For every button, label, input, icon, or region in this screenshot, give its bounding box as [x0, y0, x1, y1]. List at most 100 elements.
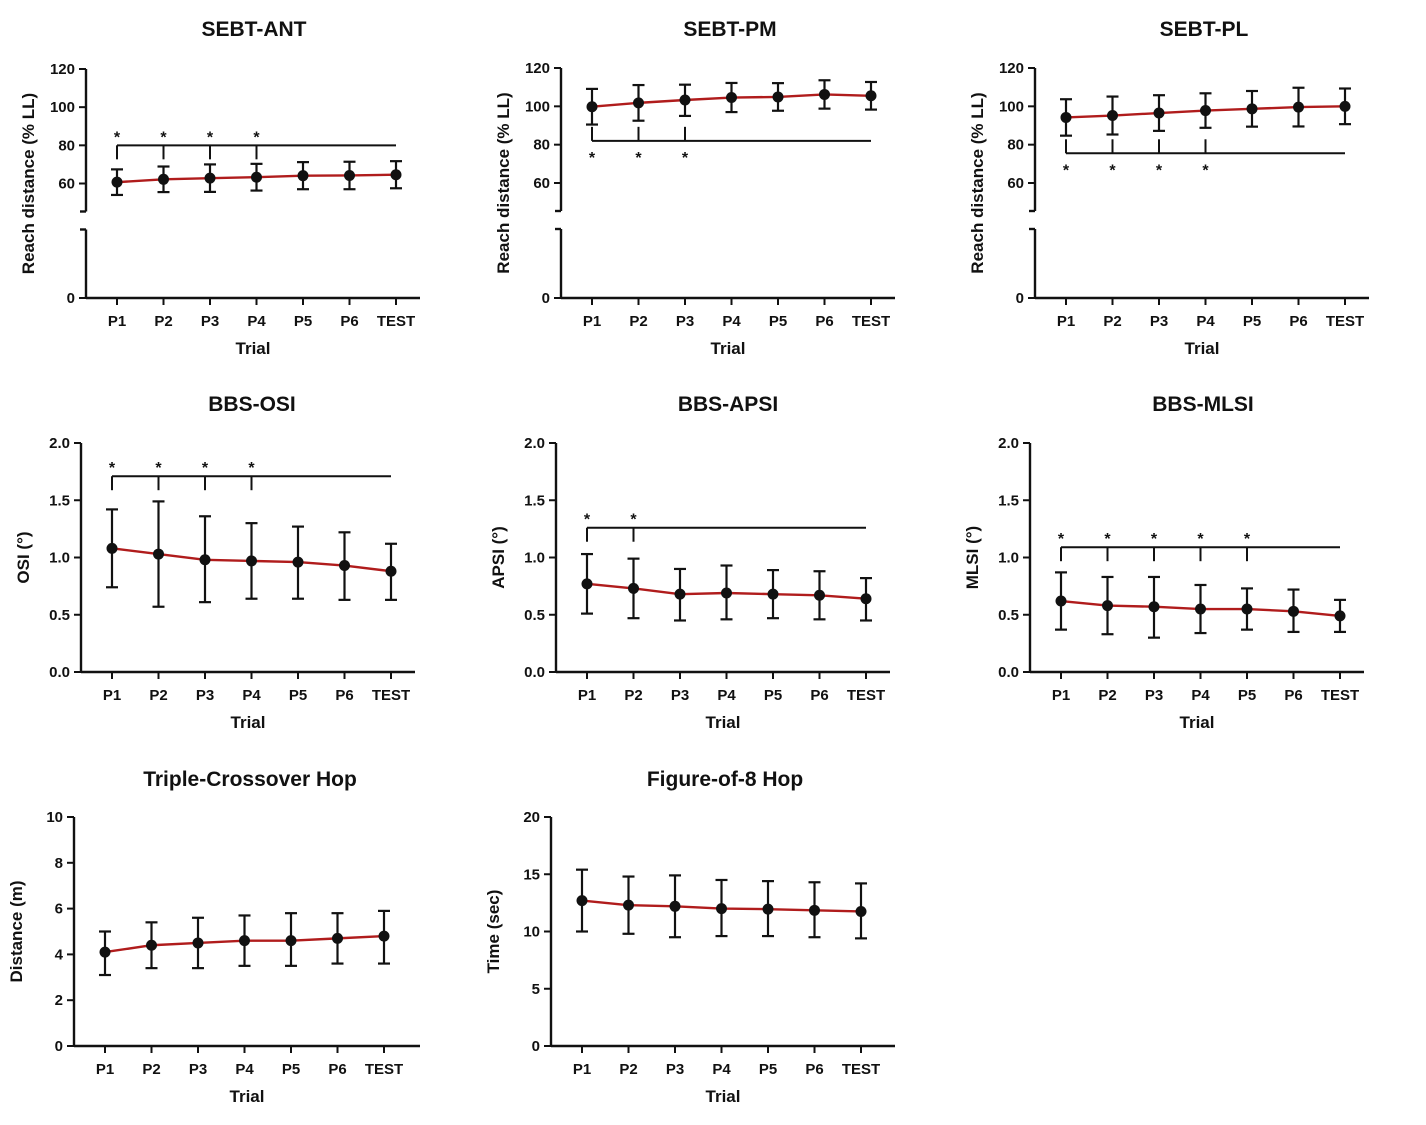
data-point — [297, 170, 309, 182]
chart-title: SEBT-ANT — [202, 18, 307, 41]
data-point — [204, 172, 216, 184]
x-axis-title: Trial — [231, 713, 266, 732]
data-point — [1200, 105, 1211, 117]
chart-panel: Figure-of-8 Hop 0 5 10 15 20 P1 P2 P3 P4 P5 P6 TEST T… — [484, 768, 895, 1106]
chart-panel: BBS-OSI 0.0 0.5 1.0 1.5 2.0 P1 P2 P3 P4 P5 P6 TEST Tr… — [14, 393, 415, 732]
x-tick-label: P5 — [1238, 687, 1256, 704]
data-point — [726, 92, 737, 104]
data-point — [1102, 600, 1113, 612]
y-tick-label: 0 — [1016, 290, 1024, 307]
y-tick-label: 0.0 — [524, 664, 545, 681]
chart-panel: SEBT-PL 0 60 80 100 120 P1 P2 P3 P4 P5 P6 TEST Trial R… — [968, 18, 1369, 358]
x-tick-label: P6 — [805, 1061, 823, 1078]
x-tick-label: TEST — [1321, 687, 1359, 704]
data-point — [586, 101, 598, 113]
significance-star: * — [1109, 162, 1116, 179]
data-point — [192, 937, 204, 949]
x-tick-label: TEST — [372, 687, 410, 704]
x-tick-label: P5 — [1243, 313, 1261, 330]
y-tick-label: 100 — [999, 98, 1024, 115]
significance-star: * — [584, 512, 591, 529]
significance-star: * — [248, 460, 255, 477]
x-tick-label: P3 — [666, 1061, 684, 1078]
x-tick-label: P3 — [1145, 687, 1163, 704]
y-tick-label: 8 — [55, 855, 63, 872]
y-axis-title: APSI (°) — [489, 526, 508, 589]
y-tick-label: 120 — [525, 60, 550, 77]
y-tick-label: 0.0 — [998, 664, 1019, 681]
x-tick-label: P2 — [1103, 313, 1121, 330]
data-point — [860, 593, 872, 605]
x-tick-label: P1 — [96, 1061, 114, 1078]
data-point — [623, 899, 634, 911]
chart-title: SEBT-PL — [1160, 18, 1249, 41]
significance-star: * — [1244, 531, 1251, 548]
y-tick-label: 2.0 — [998, 435, 1019, 452]
data-point — [762, 903, 774, 915]
y-tick-label: 80 — [533, 137, 550, 154]
y-tick-label: 80 — [1007, 137, 1024, 154]
x-axis-title: Trial — [1180, 713, 1215, 732]
significance-star: * — [635, 150, 642, 167]
significance-star: * — [1063, 162, 1070, 179]
significance-star: * — [155, 460, 162, 477]
x-tick-label: TEST — [377, 313, 415, 330]
y-tick-label: 80 — [58, 137, 75, 154]
data-point — [1060, 111, 1072, 123]
x-tick-label: P2 — [624, 687, 642, 704]
x-tick-label: P6 — [340, 313, 358, 330]
x-tick-label: P2 — [619, 1061, 637, 1078]
x-axis-title: Trial — [711, 339, 746, 358]
x-tick-label: P6 — [335, 687, 353, 704]
data-point — [390, 169, 402, 181]
x-tick-label: P6 — [1284, 687, 1302, 704]
y-tick-label: 10 — [523, 924, 540, 941]
x-tick-label: P5 — [282, 1061, 300, 1078]
y-tick-label: 1.5 — [524, 492, 545, 509]
y-tick-label: 0 — [67, 290, 75, 307]
y-tick-label: 2.0 — [524, 435, 545, 452]
data-point — [1153, 107, 1165, 119]
y-tick-label: 0.5 — [998, 607, 1019, 624]
data-point — [106, 542, 118, 554]
data-point — [669, 900, 681, 912]
y-tick-label: 60 — [533, 175, 550, 192]
x-tick-label: TEST — [1326, 313, 1364, 330]
data-point — [721, 587, 732, 599]
x-tick-label: P4 — [1196, 313, 1215, 330]
x-tick-label: P3 — [1150, 313, 1168, 330]
y-tick-label: 2.0 — [49, 435, 70, 452]
x-tick-label: P5 — [759, 1061, 777, 1078]
significance-star: * — [1151, 531, 1158, 548]
y-tick-label: 5 — [532, 981, 540, 998]
significance-star: * — [253, 129, 260, 146]
y-tick-label: 10 — [46, 809, 63, 826]
y-tick-label: 4 — [55, 946, 64, 963]
data-point — [1055, 595, 1067, 607]
significance-star: * — [589, 150, 596, 167]
x-tick-label: P5 — [764, 687, 782, 704]
chart-panel: BBS-APSI 0.0 0.5 1.0 1.5 2.0 P1 P2 P3 P4 P5 P6 TEST T… — [489, 393, 890, 732]
significance-star: * — [1058, 531, 1065, 548]
x-axis-title: Trial — [1185, 339, 1220, 358]
data-point — [111, 176, 123, 188]
y-tick-label: 60 — [1007, 175, 1024, 192]
y-tick-label: 120 — [999, 60, 1024, 77]
y-tick-label: 0.5 — [524, 607, 545, 624]
x-tick-label: P3 — [196, 687, 214, 704]
y-tick-label: 1.0 — [524, 550, 545, 567]
x-tick-label: P1 — [573, 1061, 591, 1078]
data-point — [378, 930, 390, 942]
y-tick-label: 120 — [50, 61, 75, 78]
y-axis-title: MLSI (°) — [963, 526, 982, 589]
significance-star: * — [1197, 531, 1204, 548]
x-tick-label: P5 — [289, 687, 307, 704]
data-point — [855, 905, 867, 917]
data-point — [1288, 605, 1299, 617]
y-tick-label: 0 — [532, 1038, 540, 1055]
x-tick-label: P4 — [722, 313, 741, 330]
x-tick-label: P4 — [247, 313, 266, 330]
x-axis-title: Trial — [706, 1087, 741, 1106]
x-tick-label: P2 — [149, 687, 167, 704]
x-tick-label: P1 — [1052, 687, 1070, 704]
